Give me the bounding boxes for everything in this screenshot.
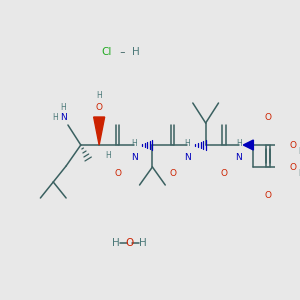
Text: H: H (139, 238, 147, 248)
Text: O: O (220, 169, 227, 178)
Text: H: H (52, 112, 58, 122)
Text: –: – (117, 47, 125, 57)
Text: N: N (60, 112, 67, 122)
Text: N: N (184, 152, 191, 161)
Text: H: H (184, 139, 190, 148)
Text: Cl: Cl (101, 47, 112, 57)
Text: N: N (131, 152, 137, 161)
Text: O: O (265, 112, 272, 122)
Text: O: O (290, 163, 296, 172)
Text: H: H (106, 151, 111, 160)
Text: H: H (236, 139, 242, 148)
Text: H: H (96, 91, 102, 100)
Text: H: H (131, 139, 137, 148)
Text: H: H (61, 103, 66, 112)
Polygon shape (94, 117, 105, 145)
Text: H: H (112, 238, 120, 248)
Text: H: H (132, 47, 140, 57)
Text: H: H (298, 146, 300, 155)
Text: O: O (96, 103, 103, 112)
Text: O: O (290, 140, 296, 149)
Polygon shape (243, 140, 254, 150)
Text: O: O (114, 169, 121, 178)
Text: O: O (265, 190, 272, 200)
Text: H: H (298, 169, 300, 178)
Text: N: N (235, 152, 242, 161)
Text: O: O (125, 238, 134, 248)
Text: O: O (169, 169, 176, 178)
